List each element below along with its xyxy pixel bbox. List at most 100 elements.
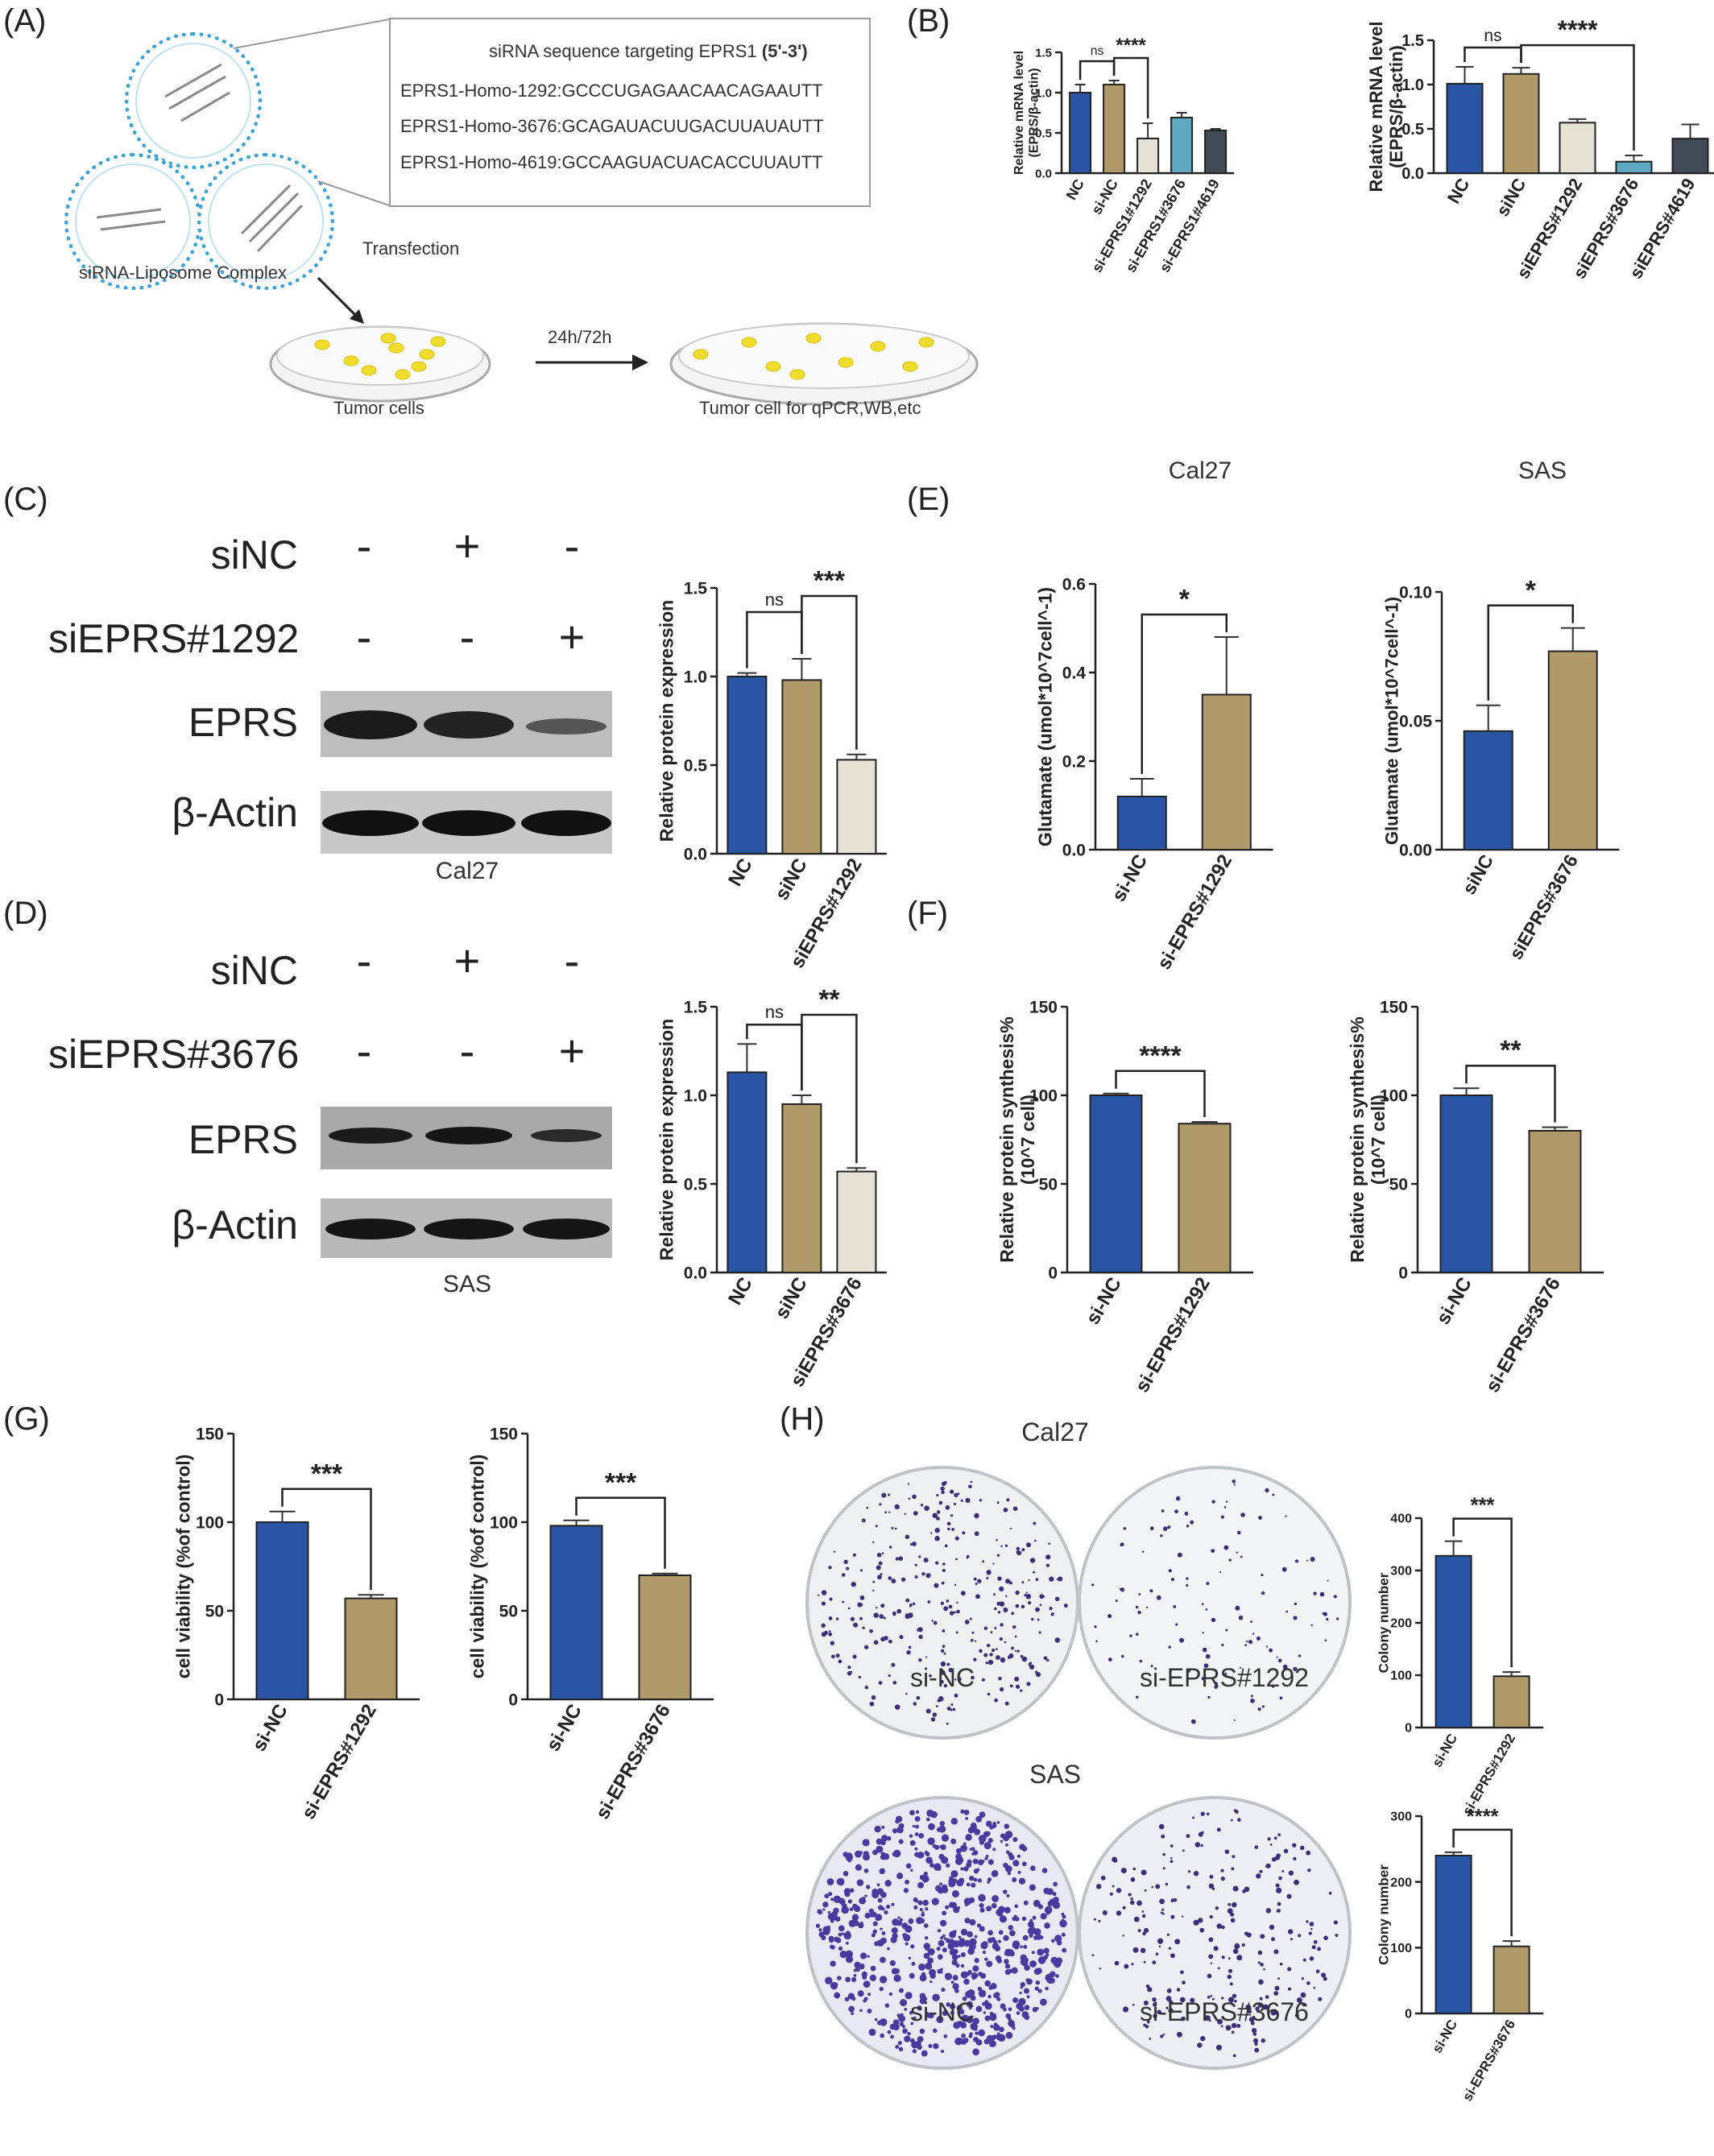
colony-dot	[858, 1675, 862, 1679]
x-tick-label: siNC	[771, 855, 812, 904]
significance-label: ***	[814, 566, 846, 596]
colony-dot	[844, 1997, 850, 2002]
y-tick-label: 0	[1405, 1722, 1412, 1736]
y-tick-label: 100	[1380, 1086, 1408, 1105]
colony-dot	[950, 2010, 954, 2015]
colony-dot	[1277, 1909, 1281, 1913]
y-tick-label: 0.5	[1035, 126, 1052, 140]
colony-dot	[943, 1652, 946, 1655]
colony-dot	[1231, 1867, 1235, 1871]
colony-dot	[938, 1500, 943, 1505]
x-tick-label: siNC	[1458, 851, 1497, 898]
colony-dot	[1143, 1960, 1146, 1964]
colony-dot	[918, 1832, 925, 1839]
colony-dot	[902, 2025, 905, 2029]
colony-dot	[1049, 1607, 1053, 1611]
colony-dot	[940, 1680, 944, 1684]
colony-dot	[1162, 1852, 1165, 1856]
y-axis-label: cell viability (%of control)	[466, 1455, 487, 1679]
colony-dot	[1037, 1948, 1045, 1956]
colony-dot	[942, 1569, 946, 1572]
colony-dot	[1313, 1939, 1318, 1944]
colony-dot	[847, 1670, 852, 1676]
colony-dot	[1239, 1666, 1242, 1669]
colony-dot	[932, 1712, 938, 1717]
colony-dot	[1030, 1865, 1036, 1872]
colony-dot	[913, 1702, 917, 1706]
colony-dot	[1302, 1958, 1306, 1962]
colony-dot	[1003, 2007, 1007, 2012]
colony-dot	[828, 1935, 834, 1942]
colony-dot	[1170, 1953, 1175, 1959]
colony-dot	[917, 2036, 924, 2042]
colony-dot	[1133, 1916, 1140, 1922]
sequence-line: EPRS1-Homo-4619:GCCAAGUACUACACCUUAUTT	[400, 152, 823, 172]
significance-label: *	[1526, 576, 1537, 606]
colony-dot	[954, 1988, 959, 1993]
colony-dot	[935, 1705, 938, 1707]
colony-dot	[1161, 1509, 1165, 1513]
colony-dot	[942, 1562, 946, 1566]
colony-dot	[914, 1815, 921, 1822]
caption-b-cal27: Cal27	[1168, 457, 1232, 484]
x-tick-label: si-NC	[542, 1701, 586, 1756]
colony-dot	[888, 1493, 891, 1496]
time-label: 24h/72h	[548, 327, 612, 347]
colony-dot	[1201, 1677, 1205, 1681]
colony-dot	[1005, 1595, 1008, 1598]
colony-dot	[1225, 1500, 1228, 1503]
colony-dot	[1292, 1843, 1297, 1848]
colony-dot	[904, 1513, 906, 1515]
colony-dot	[992, 1895, 1000, 1902]
colony-dot	[1186, 1834, 1190, 1839]
colony-dot	[960, 1928, 968, 1936]
colony-dot	[960, 1591, 966, 1596]
colony-dot	[952, 1975, 958, 1981]
colony-dot	[1136, 1900, 1142, 1906]
colony-dot	[847, 1993, 855, 2000]
colony-dot	[987, 1838, 993, 1844]
colony-dot	[946, 1521, 951, 1526]
colony-dot	[1028, 1600, 1032, 1605]
liposome-top	[125, 32, 262, 169]
colony-dot	[830, 1897, 834, 1902]
y-tick-label: 0	[214, 1690, 224, 1709]
colony-dot	[892, 1680, 897, 1685]
colony-dot	[910, 1868, 913, 1872]
colony-dot	[859, 1952, 867, 1959]
colony-dot	[931, 1620, 934, 1622]
y-tick-label: 100	[1029, 1086, 1058, 1105]
colony-dot	[913, 1897, 918, 1902]
colony-dot	[869, 1701, 875, 1707]
colony-dot	[1233, 1484, 1236, 1486]
significance-label: ****	[1116, 35, 1146, 56]
colony-dot	[996, 1997, 1001, 2001]
colony-dot	[1016, 2011, 1021, 2015]
colony-dot	[983, 1626, 988, 1631]
colony-dot	[956, 1601, 958, 1604]
colony-dot	[940, 1649, 945, 1653]
chart-plot: 0.0 0.2 0.4 0.6 Glutamate (umol*10^7cell^-1)…	[1034, 575, 1273, 974]
y-tick-label: 0.5	[684, 756, 708, 775]
colony-dot	[1175, 1623, 1178, 1626]
colony-dot	[955, 1558, 958, 1561]
colony-dot	[1040, 1913, 1047, 1920]
colony-dot	[916, 1917, 923, 1925]
bar	[1136, 138, 1160, 174]
plates-drawing	[805, 1466, 1352, 2070]
colony-dot	[978, 2029, 986, 2037]
x-tick-label: si-NC	[1088, 176, 1121, 217]
chart-d-protein: 0.0 0.5 1.0 1.5 Relative protein expression N…	[656, 985, 887, 1391]
colony-dot	[1147, 1987, 1153, 1993]
colony-dot	[1017, 1870, 1021, 1874]
colony-dot	[859, 1616, 863, 1620]
colony-dot	[954, 1611, 956, 1614]
colony-dot	[839, 1950, 847, 1959]
colony-dot	[1211, 1887, 1215, 1891]
colony-dot	[1039, 1604, 1042, 1607]
colony-dot	[917, 1628, 921, 1632]
colony-dot	[878, 1561, 883, 1566]
colony-dot	[898, 2015, 906, 2022]
sequence-box: siRNA sequence targeting EPRS1 (5'-3') E…	[389, 18, 871, 207]
colony-dot	[948, 1604, 953, 1609]
